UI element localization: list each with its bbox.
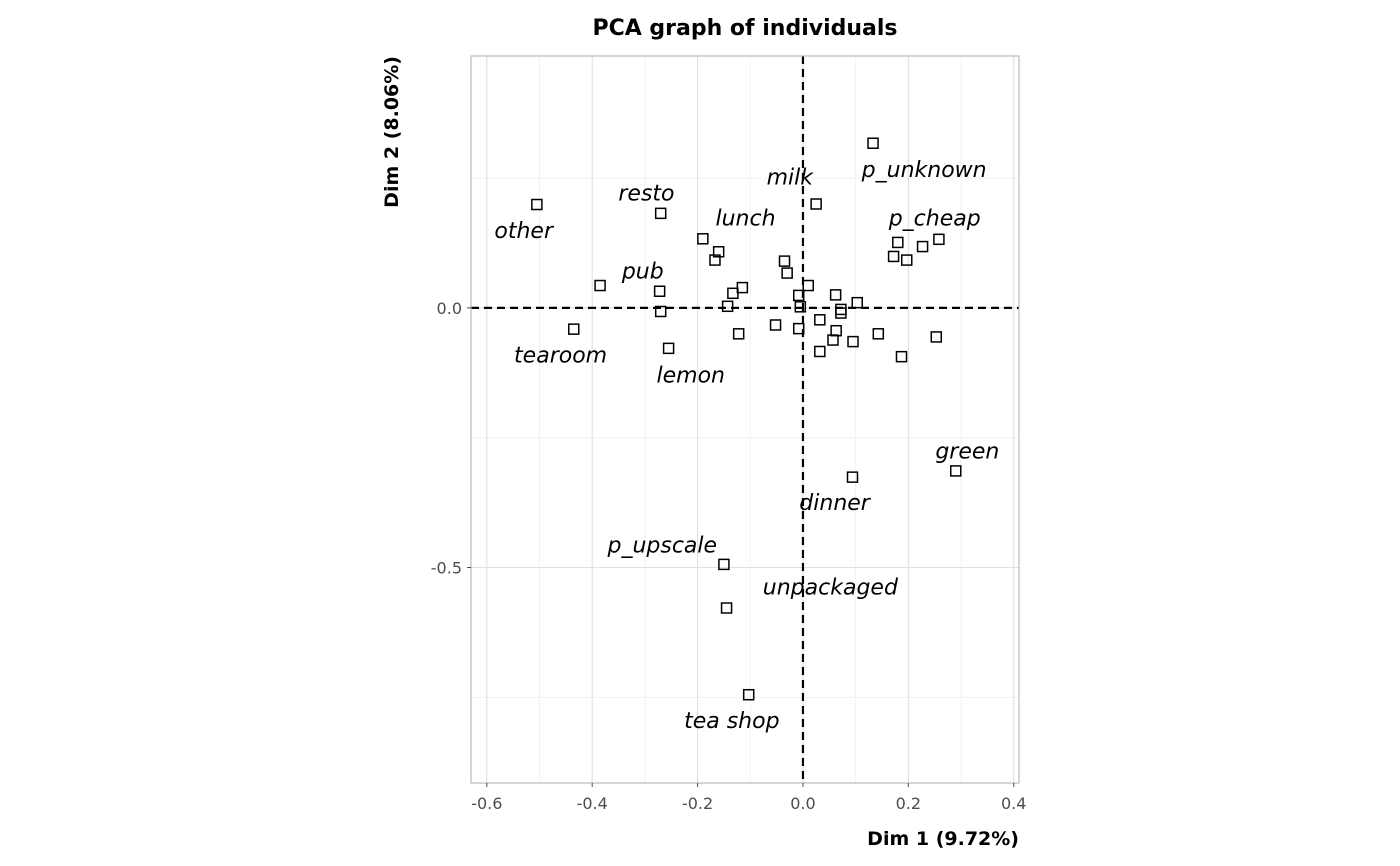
data-point-square bbox=[653, 285, 666, 297]
data-point-square bbox=[727, 287, 739, 300]
point-label: lemon bbox=[656, 363, 724, 388]
data-point-square bbox=[829, 289, 842, 301]
axis-ticks: -0.6 -0.4 -0.2 0.0 0.2 0.4 0.0 -0.5 bbox=[431, 299, 1027, 813]
point-label: p_unknown bbox=[861, 158, 987, 183]
data-point-square bbox=[718, 558, 730, 571]
data-point-square bbox=[851, 296, 863, 309]
data-point-square bbox=[769, 319, 782, 331]
data-point-square bbox=[781, 267, 793, 279]
x-tick-label: 0.2 bbox=[896, 794, 921, 813]
data-point-square bbox=[814, 314, 826, 326]
data-point-square bbox=[887, 250, 900, 263]
data-point-square bbox=[892, 236, 904, 249]
data-point-square bbox=[792, 289, 805, 302]
data-point-square bbox=[742, 688, 755, 701]
data-point-square bbox=[732, 328, 745, 340]
data-point-square bbox=[867, 137, 879, 149]
point-label: p_upscale bbox=[606, 534, 717, 559]
data-point-square bbox=[654, 305, 667, 318]
data-point-square bbox=[654, 207, 667, 220]
data-point-square bbox=[778, 255, 791, 267]
point-label: milk bbox=[767, 165, 815, 190]
x-tick-label: -0.6 bbox=[471, 794, 502, 813]
data-point-square bbox=[594, 279, 606, 292]
data-point-square bbox=[930, 331, 943, 343]
x-tick-label: 0.0 bbox=[790, 794, 815, 813]
data-points bbox=[531, 137, 962, 701]
data-point-square bbox=[662, 342, 675, 355]
point-label: pub bbox=[621, 259, 664, 284]
data-point-square bbox=[872, 328, 885, 340]
point-label: p_cheap bbox=[888, 206, 981, 231]
data-point-square bbox=[847, 335, 859, 348]
point-label: other bbox=[494, 219, 555, 244]
data-point-square bbox=[721, 300, 734, 313]
data-point-square bbox=[895, 350, 908, 363]
x-tick-label: -0.2 bbox=[682, 794, 713, 813]
data-point-square bbox=[810, 198, 822, 210]
panel-border bbox=[470, 55, 1020, 784]
data-point-square bbox=[827, 334, 839, 346]
data-point-square bbox=[792, 322, 805, 335]
data-point-square bbox=[720, 602, 733, 614]
data-point-square bbox=[802, 279, 814, 292]
data-point-square bbox=[835, 307, 847, 319]
data-point-square bbox=[916, 240, 929, 253]
data-point-square bbox=[794, 301, 807, 313]
point-label: tea shop bbox=[684, 709, 779, 734]
data-point-square bbox=[950, 465, 962, 477]
y-axis-title: Dim 2 (8.06%) bbox=[381, 56, 403, 208]
data-point-square bbox=[697, 233, 709, 245]
point-label: lunch bbox=[716, 206, 776, 231]
x-axis-title: Dim 1 (9.72%) bbox=[867, 828, 1019, 850]
data-point-square bbox=[933, 233, 945, 246]
point-label: resto bbox=[618, 182, 674, 207]
data-point-square bbox=[846, 471, 859, 483]
x-tick-label: -0.4 bbox=[577, 794, 608, 813]
x-tick-label: 0.4 bbox=[1001, 794, 1026, 813]
point-label: dinner bbox=[799, 491, 871, 516]
data-point-square bbox=[568, 323, 580, 335]
y-tick-label: 0.0 bbox=[437, 299, 462, 318]
data-point-square bbox=[901, 254, 913, 266]
y-tick-label: -0.5 bbox=[431, 558, 462, 577]
reference-lines bbox=[471, 56, 1019, 783]
point-label: green bbox=[935, 440, 999, 465]
data-point-square bbox=[712, 246, 725, 258]
point-label: tearoom bbox=[514, 344, 607, 369]
chart-title: PCA graph of individuals bbox=[592, 16, 897, 41]
data-point-square bbox=[814, 345, 826, 358]
point-label: unpackaged bbox=[763, 576, 899, 601]
data-point-square bbox=[531, 198, 543, 211]
data-point-square bbox=[709, 254, 721, 266]
